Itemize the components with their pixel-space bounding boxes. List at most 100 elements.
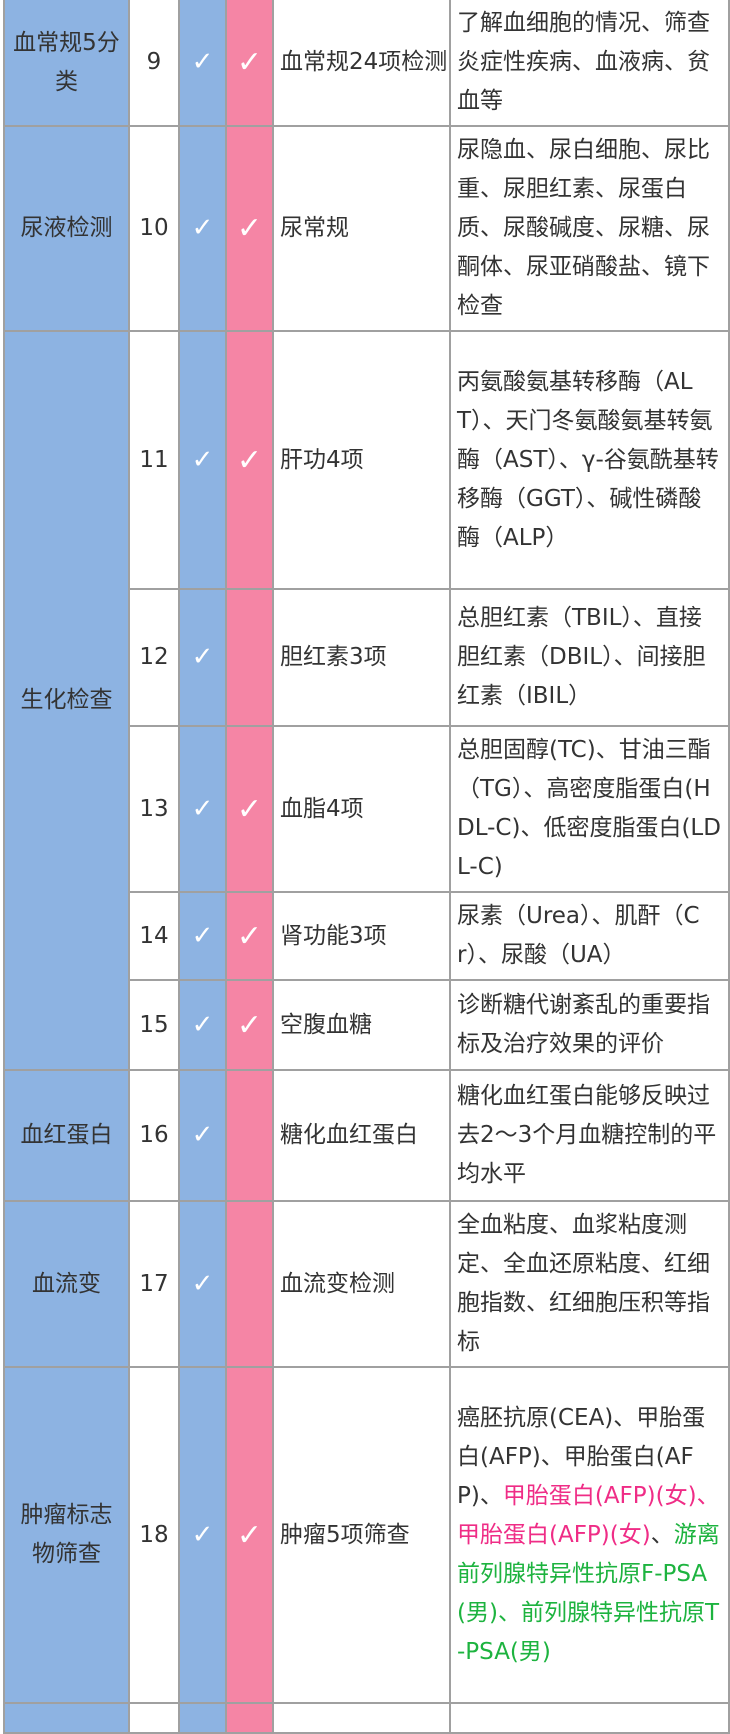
table-row: 肿瘤标志物筛查 18 ✓ ✓ 肿瘤5项筛查 癌胚抗原(CEA)、甲胎蛋白(AFP)、甲胎蛋…: [3, 1366, 730, 1704]
item-name: 肝功4项: [272, 330, 451, 590]
item-description: 诊断糖代谢紊乱的重要指标及治疗效果的评价: [449, 979, 730, 1071]
category-cell: 血常规5分类: [3, 0, 130, 127]
empty-cell: [178, 1702, 227, 1734]
blue-check-cell: ✓: [178, 725, 227, 893]
table-row: 血红蛋白 16 ✓ 糖化血红蛋白 糖化血红蛋白能够反映过去2～3个月血糖控制的平均水平: [3, 1069, 730, 1202]
item-name: 肿瘤5项筛查: [272, 1366, 451, 1704]
item-description: 总胆红素（TBIL）、直接胆红素（DBIL）、间接胆红素（IBIL）: [449, 588, 730, 727]
item-description: 了解血细胞的情况、筛查炎症性疾病、血液病、贫血等: [449, 0, 730, 127]
empty-cell: [272, 1702, 451, 1734]
item-name: 尿常规: [272, 125, 451, 332]
item-description: 尿隐血、尿白细胞、尿比重、尿胆红素、尿蛋白质、尿酸碱度、尿糖、尿酮体、尿亚硝酸盐…: [449, 125, 730, 332]
item-number: 12: [128, 588, 180, 727]
item-number: 13: [128, 725, 180, 893]
table-row-partial: [3, 1702, 730, 1734]
item-name: 糖化血红蛋白: [272, 1069, 451, 1202]
item-name: 空腹血糖: [272, 979, 451, 1071]
blue-check-cell: ✓: [178, 588, 227, 727]
description-segment: 总胆固醇(TC)、甘油三酯（TG）、高密度脂蛋白(HDL-C)、低密度脂蛋白(L…: [457, 737, 721, 880]
table-row: 血常规5分类 9 ✓ ✓ 血常规24项检测 了解血细胞的情况、筛查炎症性疾病、血液病、贫血…: [3, 0, 730, 127]
blue-check-cell: ✓: [178, 1200, 227, 1368]
table-row: 15 ✓ ✓ 空腹血糖 诊断糖代谢紊乱的重要指标及治疗效果的评价: [4, 979, 730, 1071]
item-name: 血常规24项检测: [272, 0, 451, 127]
check-icon: ✓: [191, 47, 214, 77]
pink-check-cell: [225, 1200, 274, 1368]
item-number: 9: [128, 0, 180, 127]
category-cell: 血流变: [3, 1200, 130, 1368]
check-icon: ✓: [191, 920, 214, 951]
description-segment: 总胆红素（TBIL）、直接胆红素（DBIL）、间接胆红素（IBIL）: [457, 605, 706, 709]
table-row: 12 ✓ 胆红素3项 总胆红素（TBIL）、直接胆红素（DBIL）、间接胆红素（IBI…: [4, 588, 730, 727]
item-number: 15: [128, 979, 180, 1071]
blue-check-cell: ✓: [178, 125, 227, 332]
pink-check-cell: ✓: [225, 725, 274, 893]
empty-cell: [3, 1702, 130, 1734]
pink-check-cell: ✓: [225, 979, 274, 1071]
table-row: 14 ✓ ✓ 肾功能3项 尿素（Urea）、肌酐（Cr）、尿酸（UA）: [4, 891, 730, 981]
table-row: 尿液检测 10 ✓ ✓ 尿常规 尿隐血、尿白细胞、尿比重、尿胆红素、尿蛋白质、尿酸碱度、尿…: [3, 125, 730, 332]
empty-cell: [449, 1702, 730, 1734]
category-cell: 尿液检测: [3, 125, 130, 332]
item-description: 糖化血红蛋白能够反映过去2～3个月血糖控制的平均水平: [449, 1069, 730, 1202]
description-segment: 癌胚抗原(CEA)、甲胎蛋白(AFP)、甲胎蛋白(AFP)、: [457, 1404, 706, 1509]
item-number: 17: [128, 1200, 180, 1368]
description-segment: 尿隐血、尿白细胞、尿比重、尿胆红素、尿蛋白质、尿酸碱度、尿糖、尿酮体、尿亚硝酸盐…: [457, 137, 710, 319]
check-icon: ✓: [191, 642, 214, 672]
check-icon: ✓: [191, 1519, 214, 1550]
category-cell: 肿瘤标志物筛查: [3, 1366, 130, 1704]
check-icon: ✓: [236, 1517, 263, 1553]
item-number: 16: [128, 1069, 180, 1202]
description-segment: 糖化血红蛋白能够反映过去2～3个月血糖控制的平均水平: [457, 1083, 717, 1187]
check-icon: ✓: [236, 45, 263, 80]
description-segment: 、: [650, 1521, 674, 1548]
check-icon: ✓: [236, 918, 263, 954]
table-row: 生化检查 11 ✓ ✓ 肝功4项 丙氨酸氨基转移酶（ALT）、天门冬氨酸氨基转氨酶（AST…: [3, 330, 730, 1071]
description-segment: 甲胎蛋白(AFP)(女)、甲胎蛋白(AFP)(女): [457, 1482, 720, 1548]
item-name: 肾功能3项: [272, 891, 451, 981]
description-segment: 诊断糖代谢紊乱的重要指标及治疗效果的评价: [457, 992, 710, 1057]
pink-check-cell: ✓: [225, 1366, 274, 1704]
blue-check-cell: ✓: [178, 891, 227, 981]
blue-check-cell: ✓: [178, 1366, 227, 1704]
check-icon: ✓: [191, 1120, 214, 1150]
item-number: 14: [128, 891, 180, 981]
item-description: 总胆固醇(TC)、甘油三酯（TG）、高密度脂蛋白(HDL-C)、低密度脂蛋白(L…: [449, 725, 730, 893]
check-icon: ✓: [236, 442, 263, 478]
check-icon: ✓: [236, 211, 263, 246]
pink-check-cell: ✓: [225, 125, 274, 332]
item-description: 尿素（Urea）、肌酐（Cr）、尿酸（UA）: [449, 891, 730, 981]
item-description: 全血粘度、血浆粘度测定、全血还原粘度、红细胞指数、红细胞压积等指标: [449, 1200, 730, 1368]
pink-check-cell: [225, 588, 274, 727]
item-name: 血脂4项: [272, 725, 451, 893]
check-icon: ✓: [191, 793, 214, 824]
pink-check-cell: ✓: [225, 0, 274, 127]
check-icon: ✓: [191, 213, 214, 243]
category-cell: 生化检查: [3, 330, 130, 1071]
pink-check-cell: [225, 1069, 274, 1202]
description-segment: 尿素（Urea）、肌酐（Cr）、尿酸（UA）: [457, 903, 700, 968]
blue-check-cell: ✓: [178, 330, 227, 590]
item-description: 癌胚抗原(CEA)、甲胎蛋白(AFP)、甲胎蛋白(AFP)、甲胎蛋白(AFP)(…: [449, 1366, 730, 1704]
category-cell: 血红蛋白: [3, 1069, 130, 1202]
item-number: 11: [128, 330, 180, 590]
empty-cell: [128, 1702, 180, 1734]
item-description: 丙氨酸氨基转移酶（ALT）、天门冬氨酸氨基转氨酶（AST）、γ-谷氨酰基转移酶（…: [449, 330, 730, 590]
pink-check-cell: ✓: [225, 330, 274, 590]
pink-check-cell: ✓: [225, 891, 274, 981]
check-icon: ✓: [191, 1009, 214, 1040]
check-icon: ✓: [236, 1007, 263, 1043]
description-segment: 全血粘度、血浆粘度测定、全血还原粘度、红细胞指数、红细胞压积等指标: [457, 1212, 710, 1355]
table-row: 13 ✓ ✓ 血脂4项 总胆固醇(TC)、甘油三酯（TG）、高密度脂蛋白(HDL-C)、…: [4, 725, 730, 893]
item-name: 胆红素3项: [272, 588, 451, 727]
check-icon: ✓: [191, 1268, 214, 1299]
check-icon: ✓: [236, 791, 263, 827]
checkup-items-table: 血常规5分类 9 ✓ ✓ 血常规24项检测 了解血细胞的情况、筛查炎症性疾病、血液病、贫血…: [3, 0, 730, 1734]
description-segment: 游离前列腺特异性抗原F-PSA(男)、前列腺特异性抗原T-PSA(男): [457, 1521, 720, 1665]
item-name: 血流变检测: [272, 1200, 451, 1368]
empty-cell: [225, 1702, 274, 1734]
blue-check-cell: ✓: [178, 0, 227, 127]
blue-check-cell: ✓: [178, 979, 227, 1071]
description-segment: 丙氨酸氨基转移酶（ALT）、天门冬氨酸氨基转氨酶（AST）、γ-谷氨酰基转移酶（…: [457, 368, 719, 551]
table-row: 血流变 17 ✓ 血流变检测 全血粘度、血浆粘度测定、全血还原粘度、红细胞指数、红细胞压…: [3, 1200, 730, 1368]
check-icon: ✓: [191, 444, 214, 475]
